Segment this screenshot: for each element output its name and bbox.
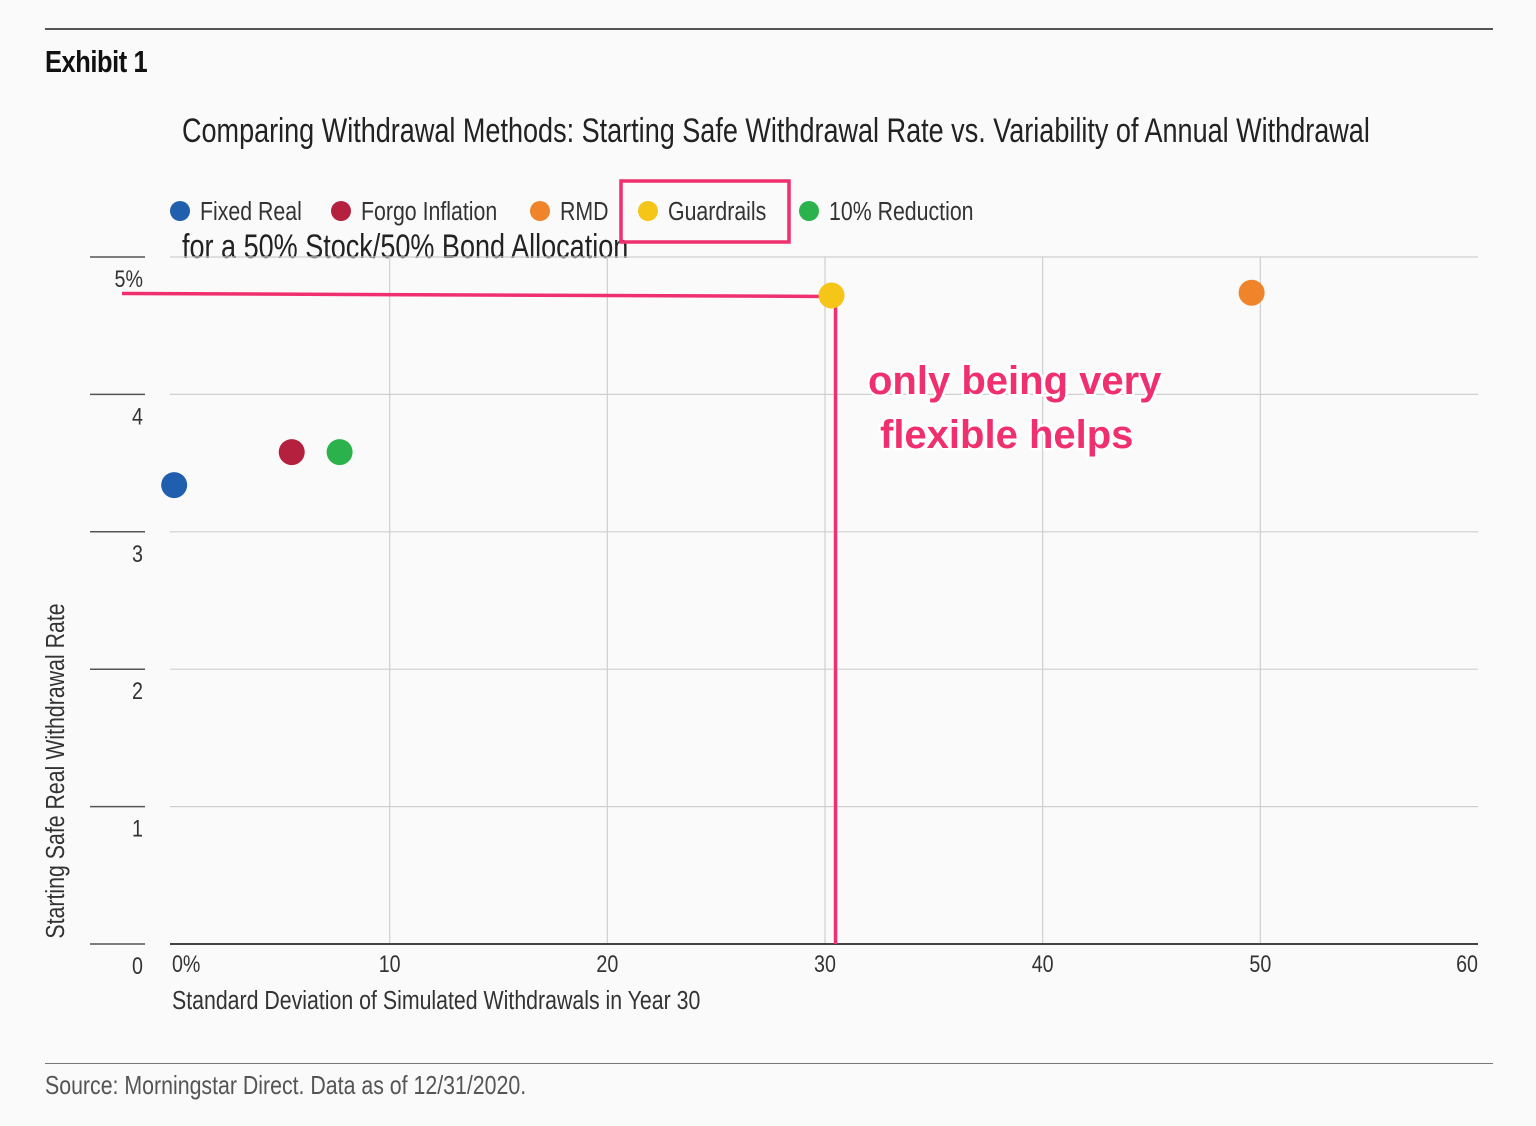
x-tick-label: 50 (1249, 950, 1271, 977)
y-axis-label: Starting Safe Real Withdrawal Rate (41, 603, 71, 938)
chart-title-line2: for a 50% Stock/50% Bond Allocation (182, 228, 629, 266)
y-tick-label: 2 (132, 677, 143, 704)
data-point-forgo-inflation (278, 439, 305, 466)
chart-title: Comparing Withdrawal Methods: Starting S… (182, 44, 1470, 334)
data-point-rmd (1238, 279, 1265, 306)
exhibit-label: Exhibit 1 (45, 44, 148, 79)
y-tick-label: 5% (115, 265, 143, 292)
x-tick-label: 30 (814, 950, 836, 977)
source-note: Source: Morningstar Direct. Data as of 1… (45, 1070, 527, 1100)
legend-marker-10-reduction (799, 201, 819, 221)
bottom-rule (45, 1063, 1493, 1064)
legend-marker-rmd (530, 201, 550, 221)
data-point-fixed-real (161, 472, 188, 499)
y-tick-label: 3 (132, 540, 143, 567)
data-point-10-reduction (326, 439, 353, 466)
x-tick-label: 20 (596, 950, 618, 977)
legend-label-10-reduction: 10% Reduction (829, 197, 974, 227)
data-point-guardrails (818, 282, 845, 309)
x-tick-label: 40 (1032, 950, 1054, 977)
annotation-text-line1: only being very (868, 359, 1162, 403)
y-tick-label: 4 (132, 403, 143, 430)
annotation-horizontal-line (121, 291, 832, 299)
chart-title-line1: Comparing Withdrawal Methods: Starting S… (182, 112, 1370, 150)
legend-highlight-box (619, 179, 791, 244)
legend-label-fixed-real: Fixed Real (200, 197, 302, 227)
x-tick-label: 10 (379, 950, 401, 977)
x-axis-label: Standard Deviation of Simulated Withdraw… (172, 986, 700, 1016)
annotation-text-line2: flexible helps (880, 413, 1133, 457)
legend-label-guardrails: Guardrails (668, 197, 766, 227)
legend-label-rmd: RMD (560, 197, 609, 227)
legend-marker-forgo-inflation (331, 201, 351, 221)
legend-marker-guardrails (638, 201, 658, 221)
y-tick-label: 1 (132, 815, 143, 842)
y-tick-label: 0 (132, 952, 143, 979)
x-tick-label: 0% (172, 950, 200, 977)
legend-marker-fixed-real (170, 201, 190, 221)
legend-label-forgo-inflation: Forgo Inflation (361, 197, 497, 227)
top-rule (45, 28, 1493, 30)
x-tick-label: 60 (1456, 950, 1478, 977)
